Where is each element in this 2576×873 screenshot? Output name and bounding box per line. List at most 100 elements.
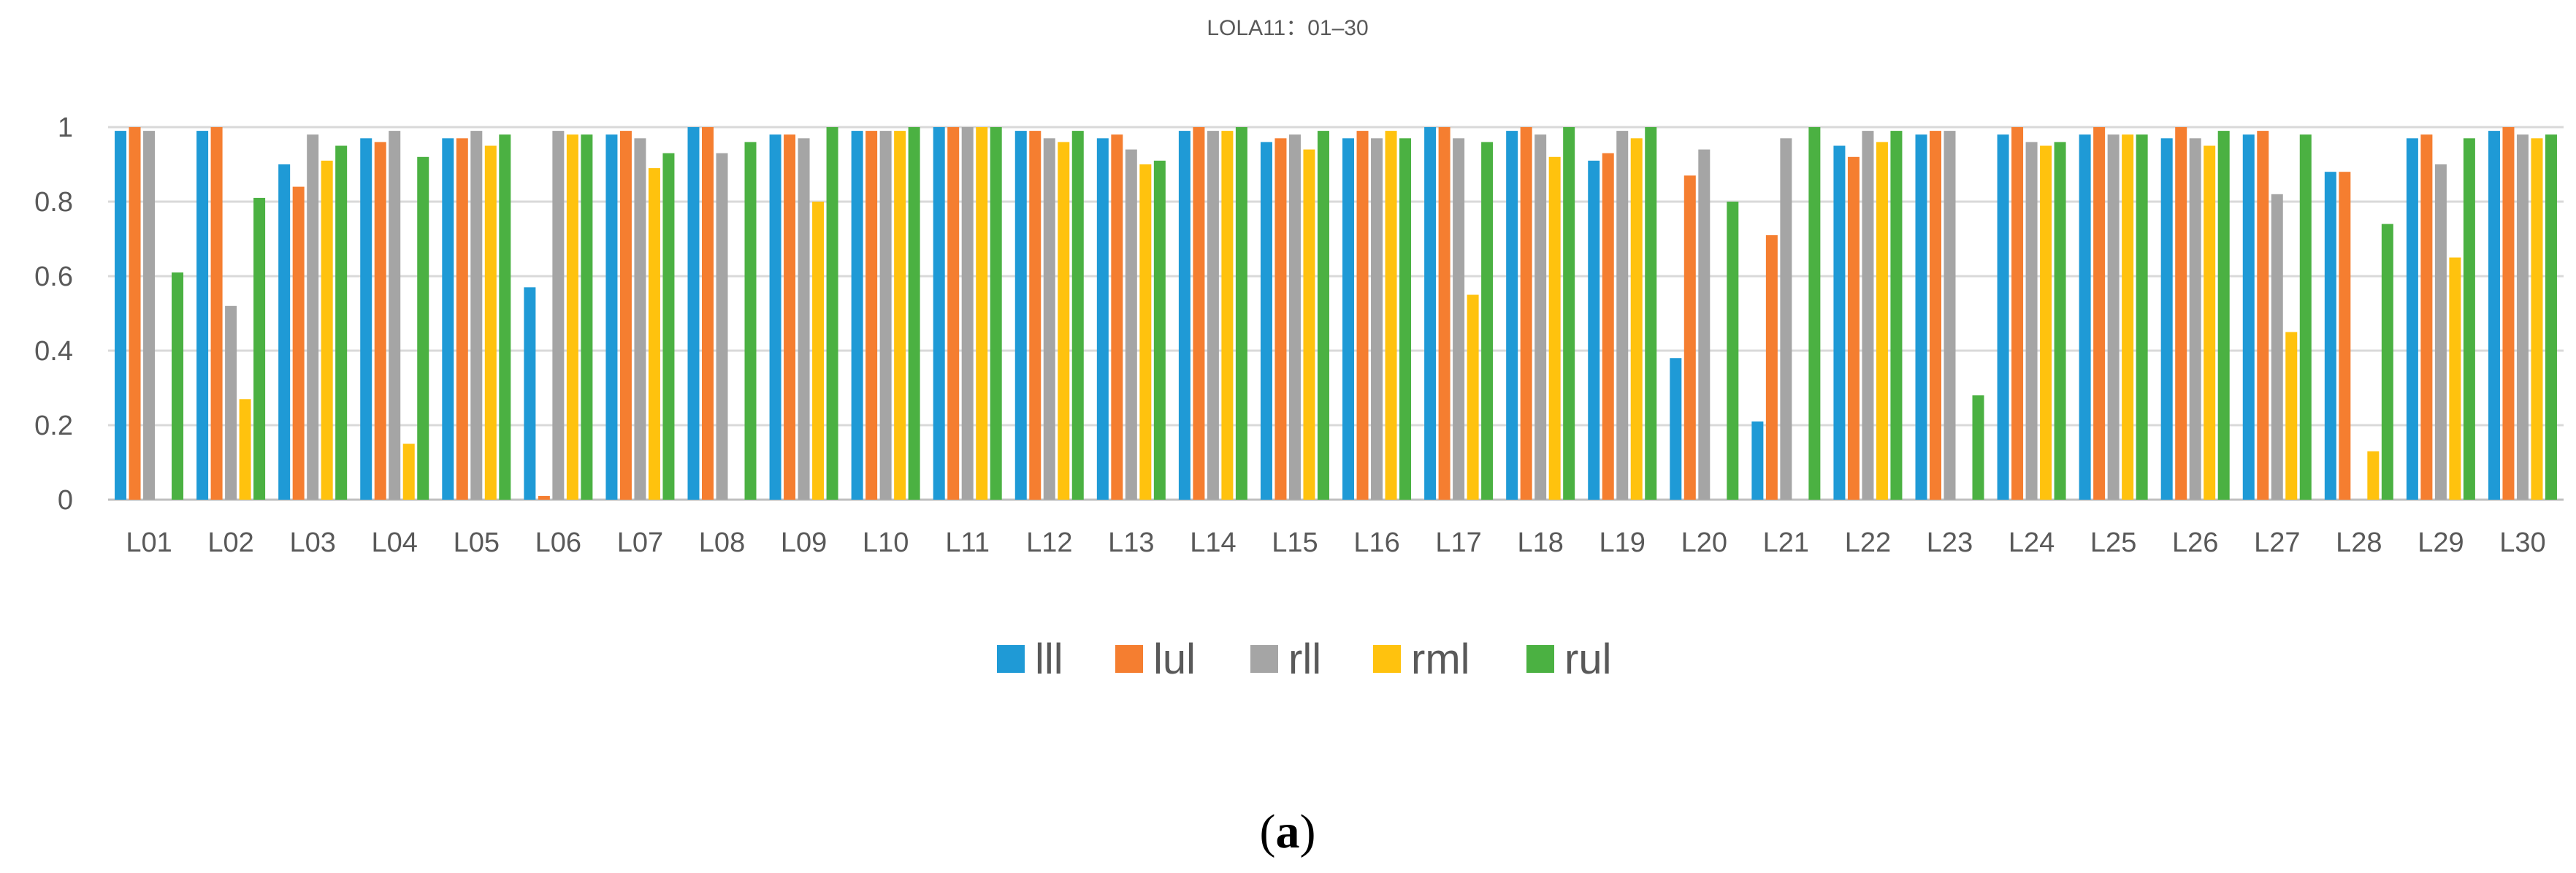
bar-L05-rll bbox=[470, 131, 483, 500]
bar-L15-rul bbox=[1317, 131, 1329, 500]
bar-L12-lll bbox=[1014, 131, 1027, 500]
bar-L10-rul bbox=[908, 127, 920, 500]
bar-L26-rll bbox=[2189, 138, 2201, 500]
bar-L12-rul bbox=[1071, 131, 1084, 500]
bar-L28-rml bbox=[2367, 451, 2380, 500]
bar-L15-lll bbox=[1260, 142, 1272, 500]
legend-swatch bbox=[997, 645, 1025, 673]
x-tick-label: L11 bbox=[945, 527, 990, 558]
bar-L20-rul bbox=[1727, 202, 1739, 500]
bar-L08-lul bbox=[702, 127, 714, 500]
x-tick-label: L27 bbox=[2254, 527, 2300, 558]
x-tick-label: L16 bbox=[1353, 527, 1399, 558]
x-tick-label: L15 bbox=[1272, 527, 1318, 558]
legend-item-lll: lll bbox=[997, 636, 1063, 683]
x-tick-label: L10 bbox=[863, 527, 909, 558]
bar-L10-rll bbox=[879, 131, 892, 500]
bar-L29-lul bbox=[2420, 134, 2433, 500]
bar-L09-rll bbox=[798, 138, 810, 500]
bar-L24-lul bbox=[2011, 127, 2024, 500]
bar-L04-lul bbox=[374, 142, 386, 500]
legend-item-lul: lul bbox=[1115, 636, 1196, 683]
bar-L28-rul bbox=[2381, 224, 2393, 500]
bar-L30-lul bbox=[2502, 127, 2515, 500]
bar-L15-lul bbox=[1274, 138, 1287, 500]
x-tick-label: L07 bbox=[617, 527, 663, 558]
x-tick-label: L24 bbox=[2009, 527, 2055, 558]
chart-title: LOLA11：01–30 bbox=[1207, 16, 1368, 40]
legend-label: rll bbox=[1288, 636, 1321, 683]
bar-L24-rml bbox=[2040, 145, 2052, 500]
bar-L13-rul bbox=[1153, 160, 1166, 500]
legend-swatch bbox=[1250, 645, 1278, 673]
bar-L02-lul bbox=[210, 127, 223, 500]
bar-group-L19 bbox=[1588, 127, 1657, 500]
bar-L22-rll bbox=[1862, 131, 1874, 500]
bar-group-L16 bbox=[1342, 131, 1412, 500]
bar-L07-rul bbox=[662, 153, 675, 500]
bar-group-L20 bbox=[1670, 149, 1739, 500]
x-tick-label: L21 bbox=[1763, 527, 1809, 558]
bar-L24-rll bbox=[2025, 142, 2038, 500]
bar-L19-rll bbox=[1616, 131, 1629, 500]
y-tick-label: 0.6 bbox=[34, 262, 73, 292]
y-tick-label: 0.4 bbox=[34, 336, 73, 367]
bar-L14-rll bbox=[1207, 131, 1219, 500]
bar-L28-lll bbox=[2324, 172, 2336, 500]
bar-L28-lul bbox=[2339, 172, 2351, 500]
bar-group-L12 bbox=[1014, 131, 1084, 500]
figure-caption: (a) bbox=[1260, 805, 1316, 858]
legend-item-rul: rul bbox=[1526, 636, 1611, 683]
x-tick-label: L23 bbox=[1927, 527, 1973, 558]
bar-group-L30 bbox=[2488, 127, 2557, 500]
bar-L24-rul bbox=[2054, 142, 2066, 500]
y-tick-label: 0 bbox=[58, 485, 73, 516]
bar-L18-lll bbox=[1506, 131, 1518, 500]
bar-L02-rml bbox=[239, 399, 251, 500]
bar-group-L18 bbox=[1506, 127, 1575, 500]
gridlines bbox=[108, 126, 2564, 501]
bar-L19-lll bbox=[1588, 160, 1600, 500]
legend-item-rml: rml bbox=[1373, 636, 1470, 683]
bar-series bbox=[115, 127, 2557, 500]
bar-L30-rml bbox=[2531, 138, 2543, 500]
bar-L19-rml bbox=[1630, 138, 1643, 500]
bar-L04-rml bbox=[402, 443, 415, 500]
bar-L14-rml bbox=[1221, 131, 1234, 500]
bar-L25-rll bbox=[2107, 134, 2120, 500]
bar-L24-lll bbox=[1997, 134, 2009, 500]
bar-L12-rll bbox=[1043, 138, 1055, 500]
bar-L20-rll bbox=[1698, 149, 1711, 500]
bar-L07-rll bbox=[634, 138, 646, 500]
x-tick-label: L22 bbox=[1845, 527, 1891, 558]
bar-L02-rll bbox=[225, 305, 237, 500]
bar-group-L05 bbox=[442, 131, 511, 500]
x-tick-label: L13 bbox=[1108, 527, 1154, 558]
x-tick-label: L19 bbox=[1600, 527, 1646, 558]
bar-L07-lll bbox=[605, 134, 618, 500]
caption-suffix: ) bbox=[1300, 805, 1316, 858]
bar-L22-lll bbox=[1833, 145, 1846, 500]
legend-item-rll: rll bbox=[1250, 636, 1321, 683]
bar-L16-rml bbox=[1385, 131, 1397, 500]
bar-L22-lul bbox=[1847, 156, 1860, 500]
bar-L16-lul bbox=[1356, 131, 1369, 500]
bar-L01-lul bbox=[129, 127, 141, 500]
bar-L27-lul bbox=[2257, 131, 2269, 500]
bar-L08-lll bbox=[687, 127, 700, 500]
bar-group-L22 bbox=[1833, 131, 1903, 500]
legend-swatch bbox=[1115, 645, 1143, 673]
bar-L15-rml bbox=[1303, 149, 1315, 500]
bar-L03-lll bbox=[278, 164, 291, 500]
x-tick-label: L18 bbox=[1517, 527, 1563, 558]
bar-L13-rll bbox=[1125, 149, 1137, 500]
legend-swatch bbox=[1373, 645, 1401, 673]
legend-label: lll bbox=[1035, 636, 1063, 683]
bar-L03-rll bbox=[307, 134, 319, 500]
bar-L06-rml bbox=[566, 134, 578, 500]
bar-L08-rul bbox=[744, 142, 757, 500]
bar-L17-rll bbox=[1453, 138, 1465, 500]
x-tick-label: L25 bbox=[2090, 527, 2136, 558]
bar-L21-rll bbox=[1780, 138, 1792, 500]
